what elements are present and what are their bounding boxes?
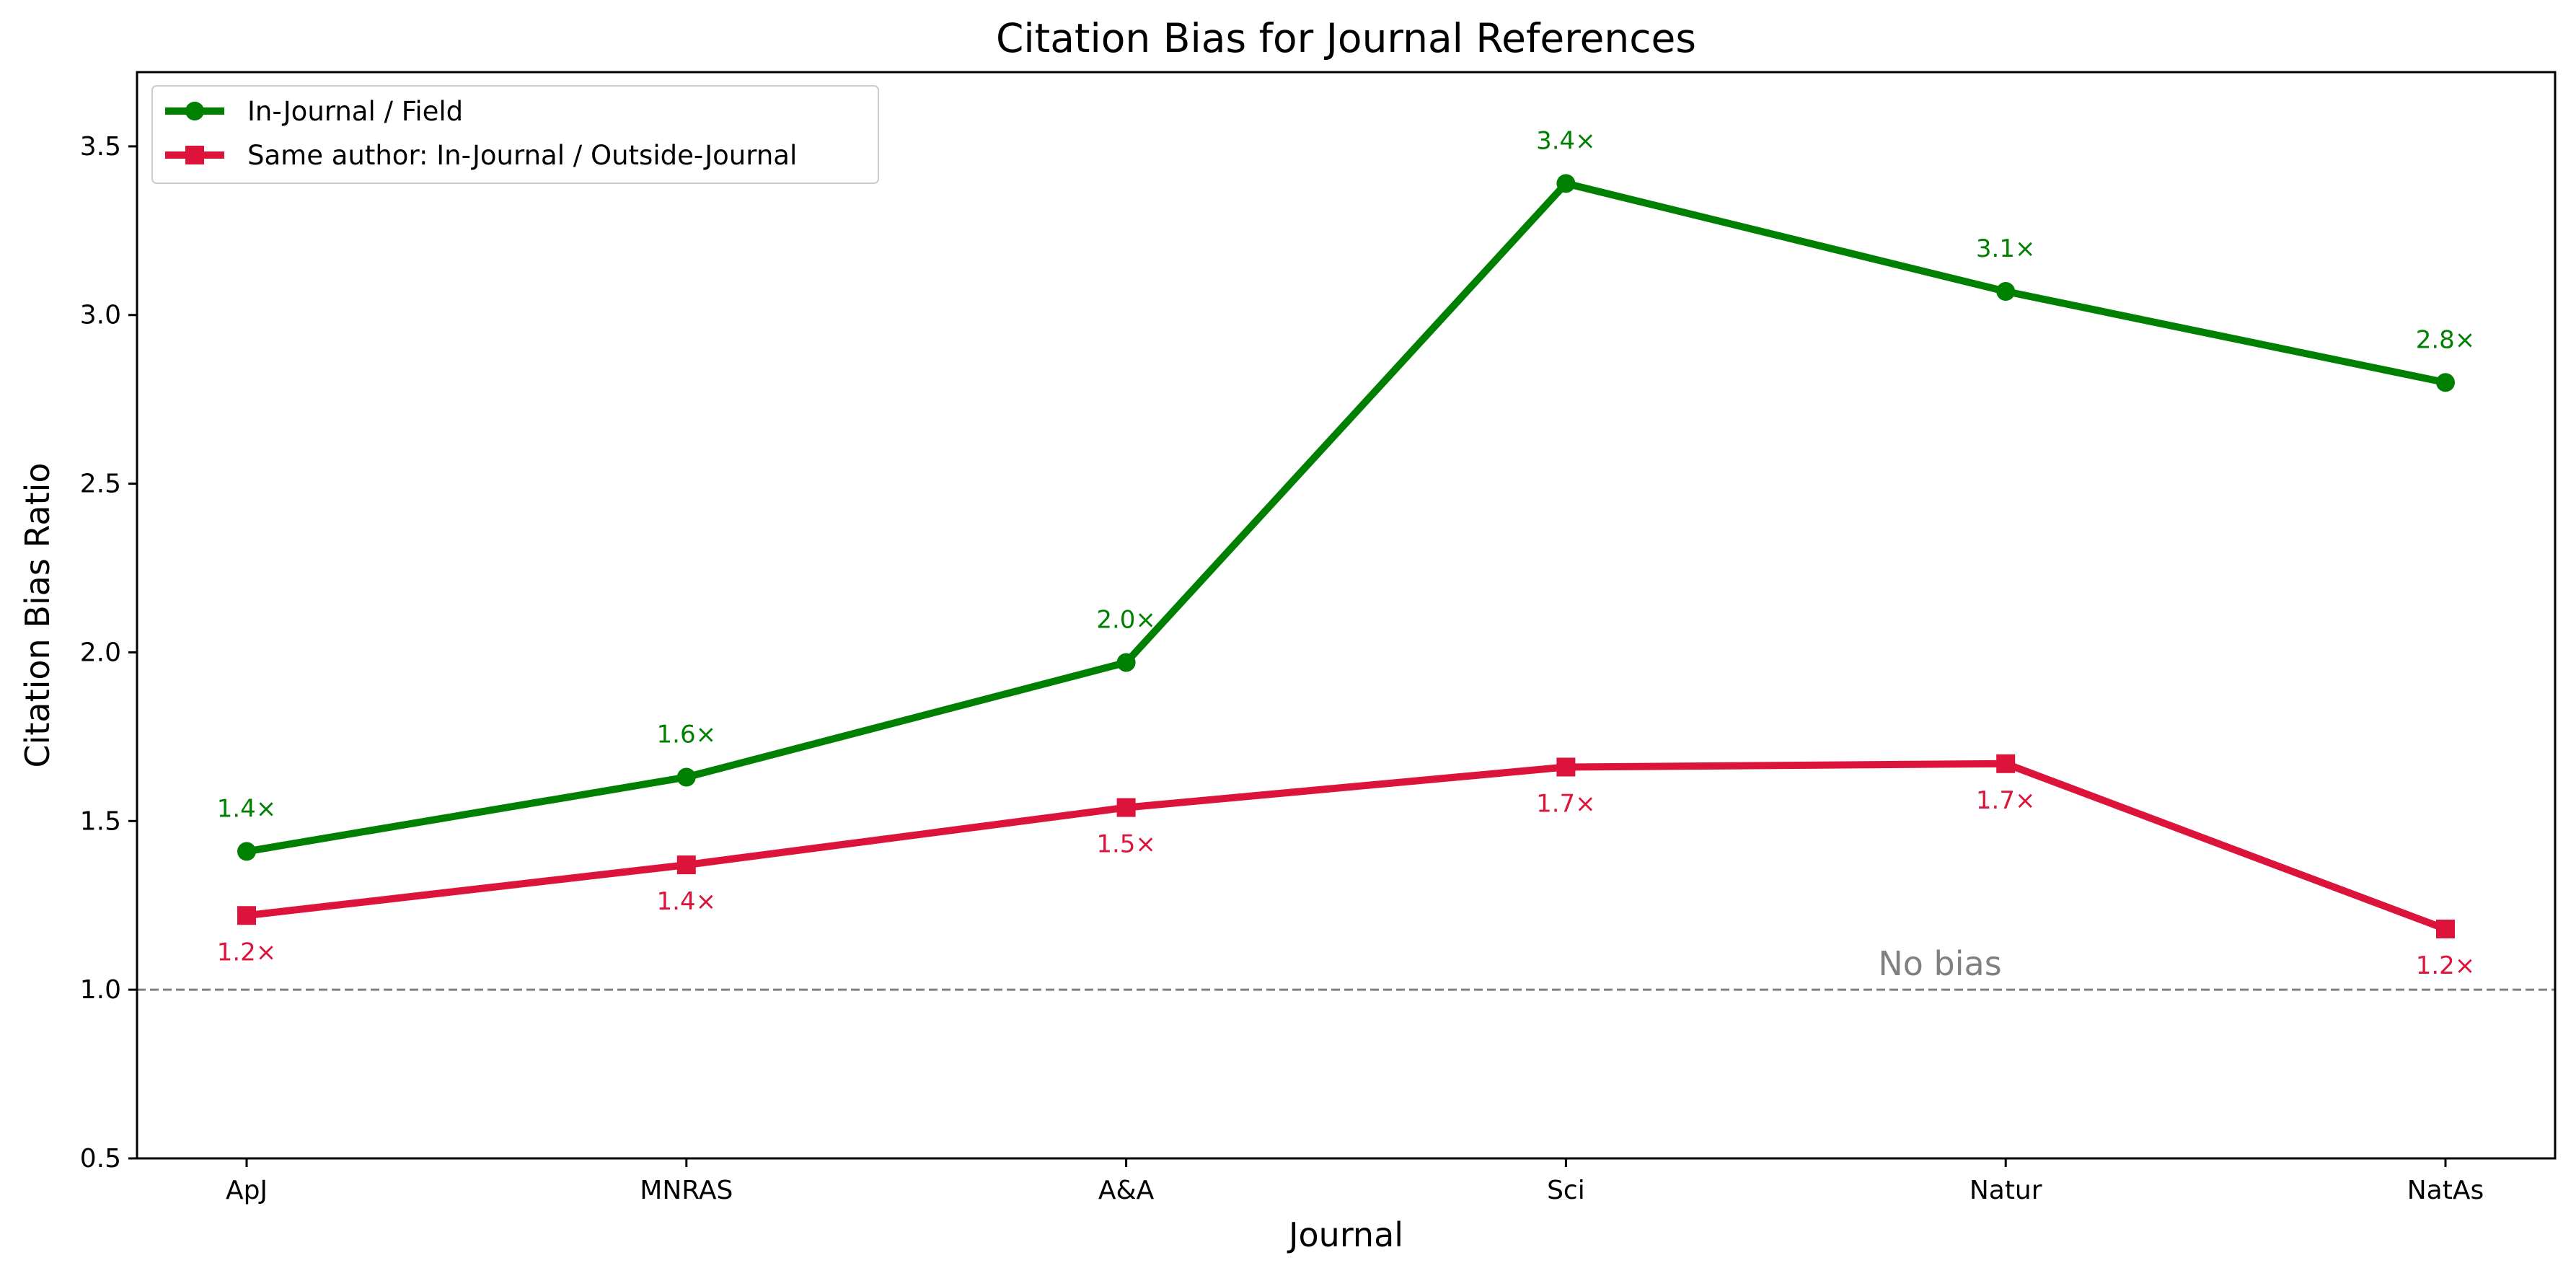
series-2-point bbox=[676, 855, 696, 875]
y-tick-label: 0.5 bbox=[80, 1144, 121, 1174]
x-axis-title: Journal bbox=[1287, 1215, 1403, 1254]
data-labels-group: 1.4× 1.6× 2.0× 3.4× 3.1× 2.8× 1.2× 1.4× 1.5× 1.7×… bbox=[217, 126, 2476, 980]
x-tick-label: MNRAS bbox=[640, 1176, 733, 1205]
legend-label-1: In-Journal / Field bbox=[247, 96, 463, 127]
series-2-point bbox=[237, 906, 256, 925]
y-tick-label: 2.5 bbox=[80, 470, 121, 499]
legend-frame bbox=[151, 85, 879, 184]
chart-title: Citation Bias for Journal References bbox=[996, 15, 1696, 61]
x-tick-label: A&A bbox=[1098, 1176, 1155, 1205]
series-1-point bbox=[676, 767, 696, 787]
series-1-point bbox=[1996, 282, 2016, 301]
series-line-1 bbox=[246, 180, 2447, 855]
reference-line-label: No bias bbox=[1878, 944, 2001, 983]
series-2-point bbox=[1996, 754, 2016, 773]
y-tick-label: 3.0 bbox=[80, 301, 121, 330]
series-1-point bbox=[1116, 653, 1136, 672]
data-label: 1.2× bbox=[2416, 951, 2476, 980]
reference-line-group: No bias bbox=[137, 944, 2555, 991]
data-label: 3.4× bbox=[1536, 126, 1596, 155]
series-line-2 bbox=[246, 760, 2447, 933]
data-label: 1.2× bbox=[217, 938, 277, 967]
y-tick-label: 2.0 bbox=[80, 638, 121, 667]
x-tick-label: Sci bbox=[1547, 1176, 1585, 1205]
legend: In-Journal / Field Same author: In-Journa… bbox=[151, 85, 879, 184]
y-axis-title: Citation Bias Ratio bbox=[18, 462, 57, 767]
series-1-point bbox=[237, 842, 256, 861]
data-label: 1.4× bbox=[657, 887, 717, 916]
series-2-point bbox=[2436, 919, 2455, 938]
x-tick-label: NatAs bbox=[2407, 1176, 2484, 1205]
series-1-point bbox=[2436, 373, 2455, 392]
data-label: 1.7× bbox=[1536, 789, 1596, 818]
legend-marker-1 bbox=[185, 102, 204, 120]
data-label: 3.1× bbox=[1976, 234, 2036, 263]
data-label: 2.0× bbox=[1096, 605, 1156, 634]
x-tick-label: Natur bbox=[1970, 1176, 2042, 1205]
y-axis: 0.5 1.0 1.5 2.0 2.5 3.0 3.5 bbox=[80, 132, 137, 1174]
legend-label-2: Same author: In-Journal / Outside-Journa… bbox=[247, 140, 797, 171]
series-1-point bbox=[1556, 174, 1576, 193]
series-2-point bbox=[1556, 757, 1576, 777]
data-label: 1.6× bbox=[657, 720, 717, 749]
series-group bbox=[237, 174, 2455, 938]
y-tick-label: 3.5 bbox=[80, 132, 121, 162]
series-2-point bbox=[1116, 798, 1136, 817]
x-axis: ApJ MNRAS A&A Sci Natur NatAs bbox=[226, 1158, 2484, 1205]
plot-frame bbox=[136, 71, 2557, 1160]
y-tick-label: 1.5 bbox=[80, 806, 121, 836]
legend-marker-2 bbox=[185, 146, 204, 164]
data-label: 1.4× bbox=[217, 794, 277, 823]
data-label: 1.5× bbox=[1096, 830, 1156, 859]
data-label: 1.7× bbox=[1976, 786, 2036, 815]
x-tick-label: ApJ bbox=[226, 1176, 268, 1205]
y-tick-label: 1.0 bbox=[80, 975, 121, 1005]
data-label: 2.8× bbox=[2416, 325, 2476, 354]
